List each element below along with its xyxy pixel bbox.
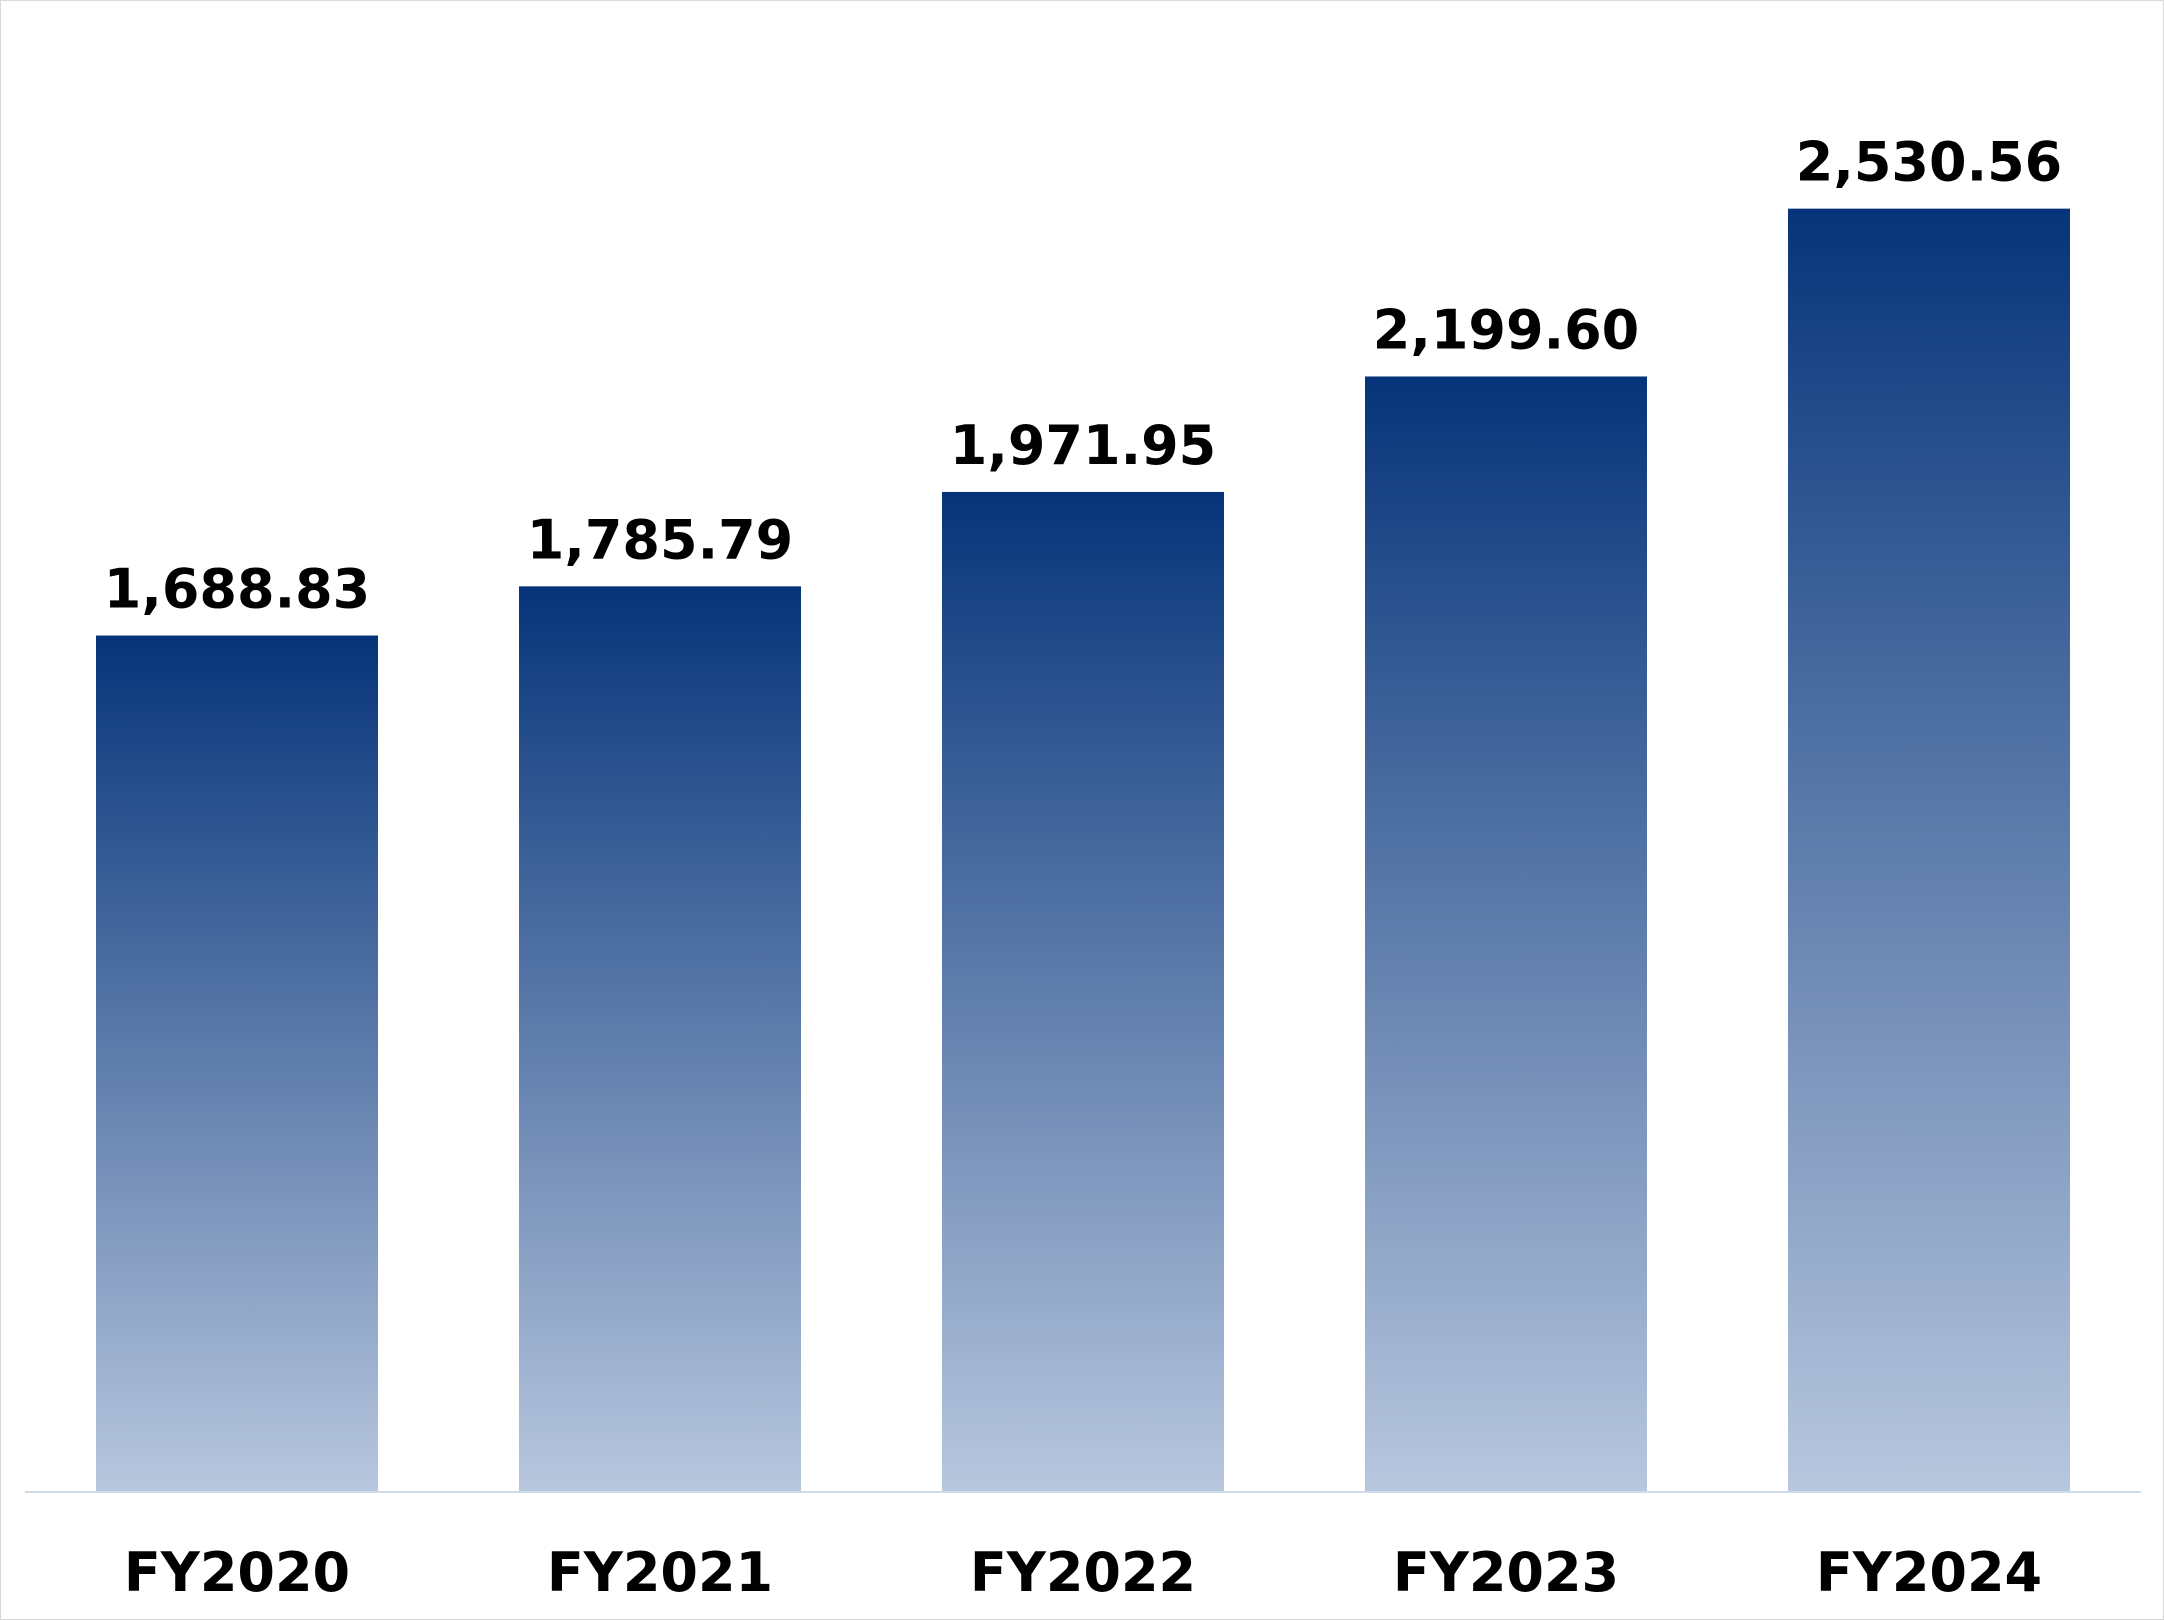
x-tick-label-fy2024: FY2024 <box>1816 1541 2042 1604</box>
bar-fy2021 <box>519 586 801 1492</box>
data-label-fy2023: 2,199.60 <box>1373 298 1639 361</box>
data-label-fy2022: 1,971.95 <box>950 414 1216 477</box>
data-label-fy2024: 2,530.56 <box>1796 131 2062 194</box>
x-tick-label-fy2021: FY2021 <box>547 1541 773 1604</box>
data-label-group: 1,688.83 1,785.79 1,971.95 2,199.60 2,530.56 <box>104 131 2062 621</box>
bar-group <box>96 208 2070 1493</box>
bar-fy2020 <box>96 635 378 1492</box>
data-label-fy2020: 1,688.83 <box>104 558 370 621</box>
bar-fy2024 <box>1788 208 2070 1493</box>
x-tick-label-fy2022: FY2022 <box>970 1541 1196 1604</box>
data-label-fy2021: 1,785.79 <box>527 508 793 571</box>
bar-fy2023 <box>1365 376 1647 1493</box>
x-tick-label-fy2020: FY2020 <box>124 1541 350 1604</box>
bar-fy2022 <box>942 491 1224 1492</box>
x-tick-label-group: FY2020 FY2021 FY2022 FY2023 FY2024 <box>124 1541 2042 1604</box>
x-tick-label-fy2023: FY2023 <box>1393 1541 1619 1604</box>
